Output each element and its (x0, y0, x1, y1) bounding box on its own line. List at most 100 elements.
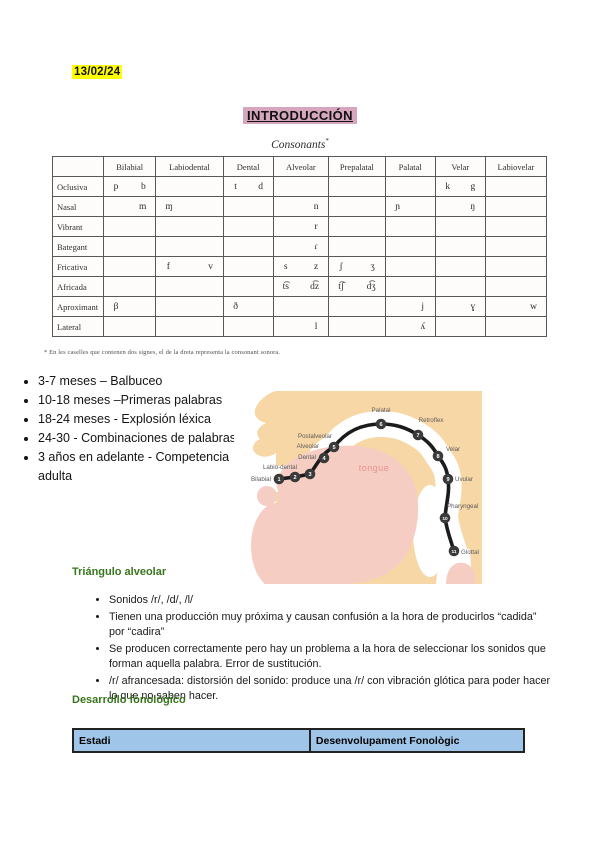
table-caption: Consonants* (0, 137, 600, 151)
row-label: Oclusiva (52, 176, 104, 197)
ipa-symbol: s (283, 261, 288, 272)
articulation-label-glottal: Glottal (461, 549, 479, 556)
ipa-symbol (395, 322, 401, 332)
table-row: Aproximant β ð j ɣ w (52, 296, 548, 317)
development-table: Estadi Desenvolupament Fonològic (72, 728, 526, 753)
ipa-symbol: ʒ (370, 261, 375, 272)
consonant-table: Bilabial Labiodental Dental Alveolar Prepala… (52, 156, 548, 337)
ipa-symbol: n (313, 201, 319, 212)
consonant-cell (328, 296, 386, 317)
consonant-cell: ð (222, 296, 274, 317)
consonant-cell: m (102, 196, 157, 217)
ipa-symbol: ŋ (470, 201, 476, 212)
column-header: Alveolar (272, 156, 330, 177)
consonant-cell: w (484, 296, 548, 317)
ipa-symbol: ʃ (339, 261, 343, 272)
ipa-symbol (258, 302, 264, 312)
table-row: Africada t͡s d͡z t͡ʃ d͡ʒ (52, 276, 548, 297)
point-number: 5 (332, 445, 335, 451)
consonant-cell (328, 216, 386, 237)
table-row: Vibrant r (52, 216, 548, 237)
ipa-symbol (445, 302, 451, 312)
milestones-list: 3-7 meses – Balbuceo10-18 meses –Primera… (20, 372, 252, 486)
articulation-label-palatal: Palatal (372, 407, 391, 414)
consonant-cell (484, 236, 548, 257)
articulation-label-labio-dental: Labio-dental (263, 464, 297, 471)
articulation-point-9 (442, 473, 454, 485)
ipa-symbol (420, 202, 426, 212)
consonant-cell (384, 216, 436, 237)
alveolar-bullets-list: Sonidos /r/, /d/, /l/Tienen una producci… (92, 593, 555, 706)
ipa-symbol (208, 202, 214, 212)
column-header: Palatal (384, 156, 436, 177)
row-label: Lateral (52, 316, 104, 337)
consonant-cell (272, 296, 330, 317)
ipa-symbol: v (208, 261, 213, 272)
ipa-symbol: p (113, 181, 119, 192)
table-row: Fricativa f v s z ʃ ʒ (52, 256, 548, 277)
row-label: Fricativa (52, 256, 104, 277)
ipa-symbol (113, 202, 119, 212)
consonant-cell (328, 196, 386, 217)
ipa-symbol (283, 202, 289, 212)
consonant-cell (222, 316, 274, 337)
point-number: 1 (277, 477, 280, 483)
articulation-point-5 (328, 441, 340, 453)
row-label: Bategant (52, 236, 104, 257)
point-number: 9 (446, 477, 449, 483)
row-label: Aproximant (52, 296, 104, 317)
articulation-point-2 (289, 471, 301, 483)
consonant-cell (222, 256, 274, 277)
consonant-cell (328, 236, 386, 257)
articulation-diagram: tongue 1 2 3 45 6 7 8 9 10 11 Bilabial Labio-denta… (234, 391, 482, 584)
heading-desarrollo-fonologico: Desarrollo fonológico (72, 694, 186, 706)
articulation-point-3 (304, 468, 316, 480)
consonant-cell (384, 176, 436, 197)
consonant-cell (384, 276, 436, 297)
ipa-symbol: ʎ (420, 321, 426, 332)
consonant-cell (434, 256, 486, 277)
table-footnote: * En les caselles que contenen dos signe… (44, 349, 281, 356)
title-row: INTRODUCCIÓN (0, 107, 600, 125)
date-highlight: 13/02/24 (72, 65, 123, 79)
consonant-cell: t͡s d͡z (272, 276, 330, 297)
consonant-cell (102, 236, 157, 257)
pharynx-cavity (413, 485, 447, 577)
ipa-symbol (445, 202, 451, 212)
consonant-cell (328, 176, 386, 197)
ipa-symbol (283, 322, 289, 332)
development-column-header: Estadi (72, 728, 311, 753)
articulation-point-11 (448, 545, 460, 557)
ipa-symbol (140, 302, 146, 312)
ipa-symbol (283, 222, 289, 232)
nose-shape (252, 391, 276, 457)
articulation-points: 1 2 3 45 6 7 8 9 10 11 (273, 418, 460, 557)
alveolar-bullet-item: Se producen correctamente pero hay un pr… (109, 642, 555, 672)
consonant-cell (434, 216, 486, 237)
column-header: Labiodental (155, 156, 224, 177)
consonant-cell (484, 256, 548, 277)
tongue-label: tongue (359, 463, 390, 473)
consonant-cell (155, 216, 224, 237)
alveolar-bullet-item: Tienen una producción muy próxima y caus… (109, 610, 555, 640)
ipa-symbol: r (314, 221, 318, 232)
articulation-label-uvular: Uvular (455, 476, 473, 483)
column-header: Prepalatal (328, 156, 386, 177)
consonant-cell: n (272, 196, 330, 217)
milestone-item: 18-24 meses - Explosión léxica (38, 410, 252, 429)
ipa-symbol: ɱ (165, 201, 173, 212)
consonant-cell (328, 316, 386, 337)
ipa-symbol: g (470, 181, 476, 192)
articulation-label-pharyngeal: Pharyngeal (447, 503, 478, 510)
consonant-cell: j (384, 296, 436, 317)
consonant-cell: l (272, 316, 330, 337)
development-table-header-row: Estadi Desenvolupament Fonològic (72, 728, 526, 753)
ipa-symbol: t (234, 181, 237, 192)
row-label: Africada (52, 276, 104, 297)
ipa-symbol: j (421, 301, 425, 312)
articulation-label-alveolar: Alveolar (297, 443, 319, 450)
consonant-cell (384, 256, 436, 277)
